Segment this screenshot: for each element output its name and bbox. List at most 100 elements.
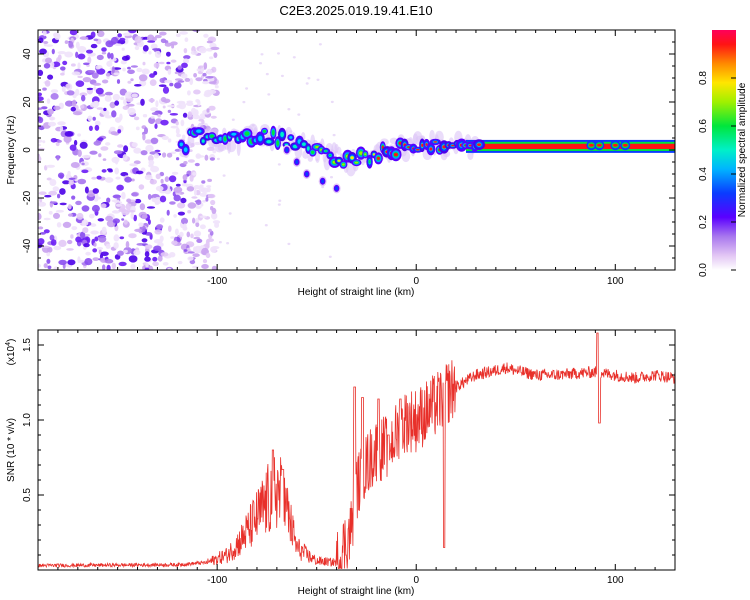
noise-blob (57, 172, 65, 179)
noise-blob (128, 233, 137, 239)
noise-blob (93, 140, 102, 146)
noise-blob (84, 258, 93, 266)
noise-blob (207, 178, 213, 182)
x-tick-label: 0 (413, 276, 419, 287)
noise-blob (287, 242, 291, 246)
noise-blob (158, 61, 165, 65)
noise-blob (166, 152, 173, 158)
noise-blob (318, 43, 322, 46)
track-halo (226, 140, 237, 153)
noise-blob (116, 79, 121, 84)
noise-blob (162, 105, 166, 109)
noise-blob (48, 210, 53, 215)
noise-blob (77, 133, 81, 137)
noise-blob (101, 52, 107, 55)
spectrogram-xlabel: Height of straight line (km) (298, 287, 415, 298)
noise-blob (45, 57, 52, 64)
noise-blob (214, 85, 219, 89)
noise-blob (192, 217, 196, 224)
noise-blob (92, 257, 100, 261)
noise-blob (190, 233, 194, 239)
noise-blob (134, 84, 142, 87)
noise-blob (47, 265, 52, 270)
noise-blob (104, 95, 112, 102)
noise-blob (96, 54, 104, 61)
noise-blob (56, 139, 62, 143)
noise-blob (94, 236, 99, 242)
noise-blob (81, 162, 85, 166)
noise-blob (92, 116, 96, 121)
noise-blob (105, 40, 114, 48)
noise-blob (218, 241, 222, 244)
noise-blob (200, 202, 204, 207)
noise-blob (167, 138, 172, 143)
noise-blob (195, 199, 202, 205)
noise-blob (176, 133, 181, 138)
noise-blob (61, 86, 66, 93)
snr-scale-exponent: 4 (5, 342, 12, 346)
noise-blob (206, 68, 213, 75)
noise-blob (116, 184, 124, 191)
noise-blob (207, 89, 217, 94)
noise-blob (260, 53, 264, 56)
colorbar-tick-label: 0.0 (698, 263, 709, 277)
noise-blob (42, 87, 47, 91)
noise-blob (93, 38, 99, 42)
noise-blob (38, 191, 47, 195)
noise-blob (70, 106, 77, 112)
noise-blob (114, 43, 122, 46)
noise-blob (117, 33, 122, 38)
noise-blob (68, 41, 74, 48)
spectrogram-heatmap (38, 30, 675, 270)
track-blob (292, 144, 298, 149)
noise-blob (150, 165, 160, 173)
track-blob (324, 150, 328, 152)
noise-blob (43, 217, 51, 221)
noise-blob (153, 153, 160, 159)
noise-blob (49, 116, 56, 121)
noise-blob (108, 169, 113, 173)
noise-blob (175, 121, 179, 126)
noise-blob (62, 180, 70, 185)
noise-blob (92, 248, 98, 253)
noise-blob (82, 227, 89, 234)
noise-blob (245, 87, 249, 90)
noise-blob (182, 174, 188, 181)
noise-blob (177, 202, 186, 209)
noise-blob (125, 202, 132, 211)
noise-blob (79, 92, 88, 97)
noise-blob (117, 129, 122, 134)
noise-blob (113, 234, 120, 242)
noise-blob (105, 243, 111, 249)
noise-blob (126, 209, 136, 213)
noise-blob (146, 206, 156, 209)
noise-blob (138, 222, 144, 228)
noise-blob (183, 48, 188, 54)
noise-blob (100, 203, 107, 209)
track-blob (372, 153, 376, 156)
y-tick-label: 20 (22, 96, 33, 108)
noise-blob (65, 83, 71, 89)
noise-blob (53, 212, 60, 219)
noise-blob (109, 101, 116, 109)
noise-blob (59, 202, 67, 206)
noise-blob (177, 80, 185, 83)
noise-blob (75, 236, 82, 243)
snr-series-line (38, 332, 675, 569)
noise-blob (194, 231, 200, 237)
noise-blob (159, 171, 165, 177)
noise-blob (125, 241, 130, 249)
track-blob (393, 153, 398, 157)
noise-blob (89, 150, 98, 155)
noise-blob (44, 80, 51, 87)
noise-blob (48, 121, 57, 127)
noise-blob (205, 76, 214, 79)
noise-blob (141, 82, 147, 86)
noise-blob (206, 40, 213, 44)
noise-blob (134, 198, 142, 204)
noise-blob (208, 228, 212, 233)
noise-blob (120, 96, 125, 101)
noise-blob (66, 248, 74, 251)
snr-tick-labels: -100 0 100 0.5 1.0 1.5 (22, 338, 624, 586)
track-blob (477, 143, 482, 147)
